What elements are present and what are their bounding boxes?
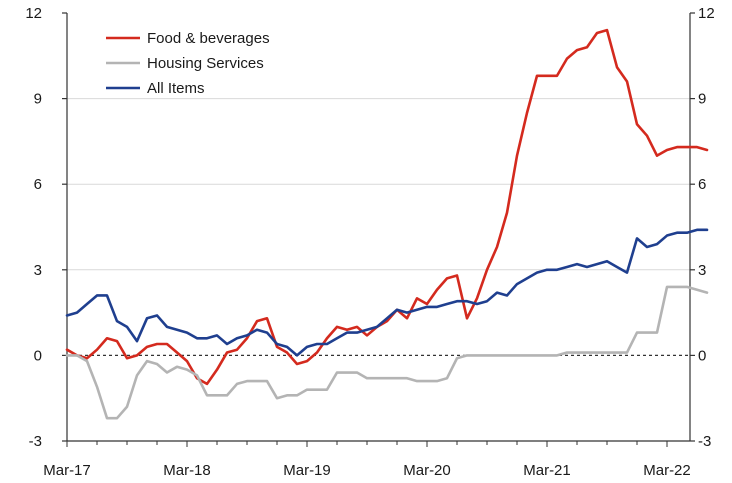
x-tick-label: Mar-17 (43, 462, 91, 479)
y-tick-label-right: 9 (698, 91, 706, 108)
y-tick-label-left: 0 (34, 347, 42, 364)
y-tick-label-right: 3 (698, 262, 706, 279)
y-tick-label-right: 0 (698, 347, 706, 364)
series-layer (65, 28, 709, 420)
y-tick-label-right: 6 (698, 176, 706, 193)
series-line-food-beverages (65, 28, 709, 386)
x-tick-label: Mar-20 (403, 462, 451, 479)
legend-label: Food & beverages (147, 30, 270, 47)
series-line-all-items (65, 228, 709, 357)
y-tick-label-right: -3 (698, 433, 711, 450)
legend: Food & beverages Housing Services All Item… (106, 30, 270, 97)
y-tick-label-right: 12 (698, 5, 715, 22)
y-tick-label-left: 3 (34, 262, 42, 279)
y-tick-label-left: 9 (34, 91, 42, 108)
y-tick-label-left: 6 (34, 176, 42, 193)
x-tick-label: Mar-19 (283, 462, 331, 479)
x-tick-label: Mar-21 (523, 462, 571, 479)
series-line-housing-services (65, 285, 709, 420)
axes: -3 -3 0 0 3 3 6 6 9 9 12 12 Mar-17 Mar-18 Mar-19 Mar-20… (25, 5, 714, 479)
legend-label: Housing Services (147, 55, 264, 72)
y-tick-label-left: -3 (29, 433, 42, 450)
gridlines (67, 98, 690, 271)
x-tick-label: Mar-22 (643, 462, 691, 479)
legend-label: All Items (147, 80, 205, 97)
y-tick-label-left: 12 (25, 5, 42, 22)
x-tick-label: Mar-18 (163, 462, 211, 479)
